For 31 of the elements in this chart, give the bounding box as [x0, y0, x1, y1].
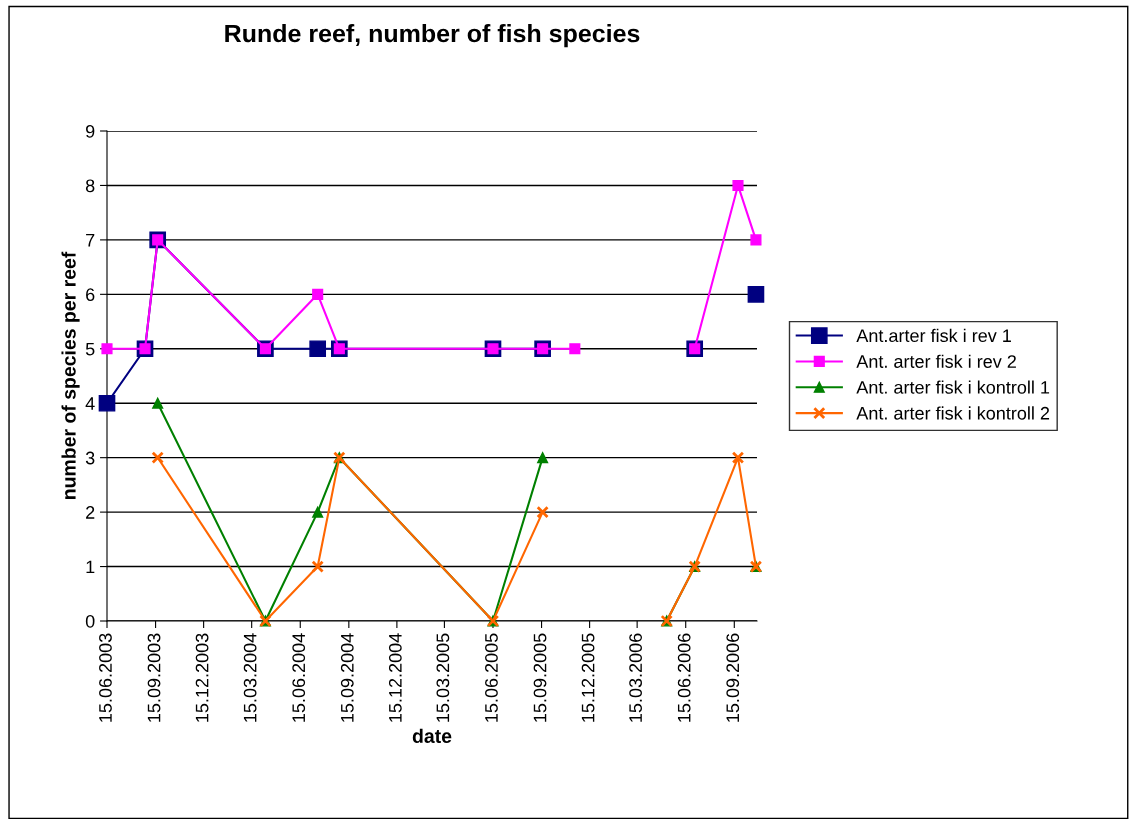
chart-title: Runde reef, number of fish species [225, 23, 640, 48]
x-tick-label: 15.06.2004 [292, 633, 306, 722]
legend-label: Ant. arter fisk i rev 2 [856, 354, 1016, 368]
y-tick-label: 0 [85, 614, 95, 628]
y-tick-label: 2 [86, 506, 95, 519]
y-tick-label: 3 [85, 451, 95, 465]
y-axis-title: number of species per reef [61, 251, 80, 499]
x-tick-label: 15.03.2004 [243, 633, 257, 722]
x-tick-label: 15.03.2005 [436, 633, 450, 722]
x-tick-label: 15.06.2003 [99, 633, 112, 722]
x-axis-title: date [412, 728, 452, 743]
x-tick-label: 15.06.2006 [677, 633, 691, 722]
y-tick-label: 7 [86, 234, 95, 247]
legend-label: Ant.arter fisk i rev 1 [856, 328, 1011, 343]
x-tick-label: 15.12.2003 [195, 633, 209, 722]
legend-label: Ant. arter fisk i kontroll 1 [856, 380, 1050, 394]
x-tick-label: 15.12.2004 [388, 633, 402, 722]
x-tick-label: 15.12.2005 [581, 633, 595, 722]
y-tick-label: 6 [86, 288, 95, 302]
x-tick-label: 15.03.2006 [629, 633, 642, 722]
y-tick-label: 1 [86, 560, 95, 574]
y-tick-label: 5 [85, 342, 95, 356]
legend-label: Ant. arter fisk i kontroll 2 [856, 406, 1050, 420]
x-tick-label: 15.09.2004 [340, 633, 354, 722]
x-tick-label: 15.06.2005 [485, 633, 498, 722]
y-tick-label: 8 [85, 179, 95, 193]
x-tick-label: 15.09.2006 [726, 633, 740, 722]
y-tick-label: 9 [86, 124, 95, 138]
x-tick-label: 15.09.2005 [533, 633, 547, 722]
x-tick-label: 15.09.2003 [147, 633, 161, 722]
y-tick-label: 4 [85, 397, 95, 410]
